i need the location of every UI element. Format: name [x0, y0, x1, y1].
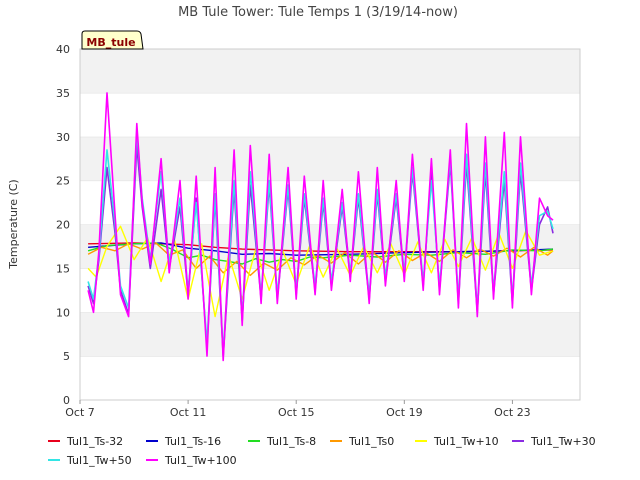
x-tick-label: Oct 23 — [494, 406, 531, 419]
y-tick-label: 40 — [56, 43, 70, 56]
y-tick-label: 15 — [56, 262, 70, 275]
y-tick-label: 20 — [56, 219, 70, 232]
y-tick-label: 30 — [56, 131, 70, 144]
chart-title: MB Tule Tower: Tule Temps 1 (3/19/14-now… — [178, 5, 458, 20]
legend-label: Tul1_Tw+30 — [530, 435, 596, 448]
x-tick-label: Oct 15 — [278, 406, 315, 419]
y-axis-ticks: 0 5 10 15 20 25 30 35 40 — [56, 43, 70, 407]
series-line-Tul1_Tw+100 — [87, 92, 554, 362]
legend-label: Tul1_Tw+50 — [66, 454, 132, 467]
x-axis-ticks: Oct 7 Oct 11 Oct 15 Oct 19 Oct 23 — [65, 400, 531, 419]
grid-band — [80, 356, 580, 400]
grid-band — [80, 49, 580, 93]
legend-label: Tul1_Ts-8 — [266, 435, 316, 448]
legend-label: Tul1_Ts-16 — [164, 435, 221, 448]
grid-band — [80, 136, 580, 181]
series-lines — [87, 92, 554, 362]
grid-band — [80, 92, 580, 137]
x-tick-label: Oct 11 — [170, 406, 207, 419]
station-tag-label: MB_tule — [86, 36, 135, 49]
y-axis-label: Temperature (C) — [7, 179, 20, 269]
x-tick-label: Oct 19 — [386, 406, 423, 419]
legend-label: Tul1_Ts0 — [348, 435, 394, 448]
series-line-Tul1_Ts-16 — [88, 242, 554, 256]
y-tick-label: 35 — [56, 87, 70, 100]
y-tick-label: 10 — [56, 306, 70, 319]
y-tick-label: 5 — [63, 350, 70, 363]
legend-label: Tul1_Tw+100 — [164, 454, 237, 467]
legend-label: Tul1_Tw+10 — [433, 435, 499, 448]
legend-label: Tul1_Ts-32 — [66, 435, 123, 448]
grid-band — [80, 312, 580, 357]
y-tick-label: 0 — [63, 394, 70, 407]
x-tick-label: Oct 7 — [65, 406, 95, 419]
series-line-Tul1_Tw+10 — [87, 225, 554, 318]
y-tick-label: 25 — [56, 175, 70, 188]
station-tag: MB_tule — [81, 30, 144, 50]
legend: Tul1_Ts-32 Tul1_Ts-16 Tul1_Ts-8 Tul1_Ts0 Tul… — [48, 435, 596, 467]
plot-frame — [79, 48, 581, 401]
station-tag-box — [81, 30, 144, 50]
